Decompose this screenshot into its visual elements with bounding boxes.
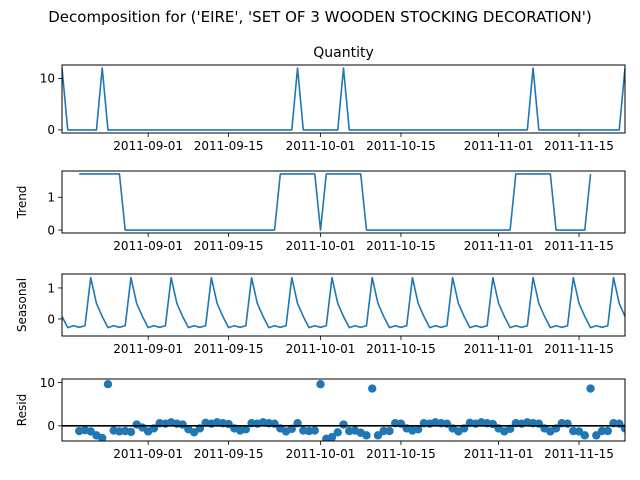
plot-area: [75, 380, 640, 441]
y-axis-label: Resid: [15, 394, 29, 426]
resid-point: [379, 426, 388, 436]
resid-point: [316, 380, 325, 389]
resid-point: [103, 380, 113, 389]
x-tick-label: 2011-09-01: [113, 447, 183, 461]
x-tick-label: 2011-11-15: [544, 139, 614, 153]
resid-point: [592, 431, 601, 440]
resid-point: [327, 432, 337, 441]
x-tick-label: 2011-11-01: [464, 239, 534, 253]
x-tick-label: 2011-09-15: [194, 239, 264, 253]
y-axis-label: Seasonal: [15, 278, 29, 332]
x-tick-label: 2011-10-15: [366, 139, 436, 153]
x-tick-label: 2011-09-01: [113, 139, 183, 153]
x-tick-label: 2011-11-01: [464, 342, 534, 356]
x-tick-label: 2011-11-15: [544, 239, 614, 253]
y-tick-label: 1: [47, 281, 55, 295]
y-tick-label: 0: [47, 223, 55, 237]
y-tick-label: 1: [47, 191, 55, 205]
x-tick-label: 2011-11-15: [544, 342, 614, 356]
panel-title: Quantity: [313, 45, 374, 61]
x-tick-label: 2011-10-01: [286, 447, 356, 461]
series-line: [62, 276, 625, 329]
y-tick-label: 10: [40, 72, 55, 86]
x-tick-label: 2011-11-01: [464, 447, 534, 461]
resid-point: [333, 428, 342, 437]
resid-point: [368, 384, 377, 393]
axes-frame: [61, 64, 626, 134]
resid-point: [505, 424, 515, 434]
x-tick-label: 2011-10-15: [366, 447, 436, 461]
resid-point: [586, 384, 595, 393]
y-tick-label: 0: [47, 123, 55, 137]
resid-point: [627, 427, 635, 435]
panel-1: Trend 2011-09-01 2011-09-15 2011-10-01 2011-…: [15, 170, 626, 253]
series-line: [62, 67, 625, 131]
plot-area: [62, 276, 625, 329]
resid-point: [362, 431, 371, 440]
resid-point: [241, 425, 251, 434]
x-tick-label: 2011-09-15: [194, 342, 264, 356]
x-tick-label: 2011-11-01: [464, 139, 534, 153]
series-line: [79, 173, 592, 231]
panel-2: Seasonal 2011-09-01 2011-09-15 2011-10-01 20…: [15, 273, 626, 356]
plot-area: [62, 67, 625, 131]
resid-point: [373, 431, 383, 440]
plot-area: [79, 173, 592, 231]
x-tick-label: 2011-10-15: [366, 239, 436, 253]
x-tick-label: 2011-10-15: [366, 342, 436, 356]
resid-point: [580, 431, 589, 440]
resid-point: [385, 426, 394, 436]
panel-3: Resid 2011-09-01 2011-09-15 2011-10-01 2011-…: [15, 376, 640, 461]
x-tick-label: 2011-09-15: [194, 447, 264, 461]
x-tick-label: 2011-09-01: [113, 342, 183, 356]
axes-frame: [61, 273, 626, 337]
x-tick-label: 2011-09-01: [113, 239, 183, 253]
panel-0: Quantity 2011-09-01 2011-09-15 2011-10-01 20…: [40, 45, 626, 153]
figure-suptitle: Decomposition for ('EIRE', 'SET OF 3 WOO…: [48, 8, 592, 26]
x-tick-label: 2011-11-15: [544, 447, 614, 461]
resid-point: [339, 420, 348, 429]
y-tick-label: 0: [47, 312, 55, 326]
axes-frame: [61, 170, 626, 234]
resid-point: [603, 426, 612, 436]
axes-frame: [61, 378, 626, 442]
panels-group: Quantity 2011-09-01 2011-09-15 2011-10-01 20…: [15, 45, 640, 461]
resid-point: [287, 424, 296, 434]
x-tick-label: 2011-10-01: [286, 139, 356, 153]
x-tick-label: 2011-10-01: [286, 342, 356, 356]
resid-point: [632, 424, 640, 432]
resid-point: [98, 433, 107, 441]
resid-point: [597, 426, 607, 436]
x-tick-label: 2011-09-15: [194, 139, 264, 153]
y-tick-label: 10: [40, 376, 55, 390]
resid-point: [413, 425, 423, 434]
resid-point: [126, 427, 136, 437]
resid-point: [310, 426, 319, 435]
y-tick-label: 0: [47, 419, 55, 433]
x-tick-label: 2011-10-01: [286, 239, 356, 253]
y-axis-label: Trend: [15, 186, 29, 220]
